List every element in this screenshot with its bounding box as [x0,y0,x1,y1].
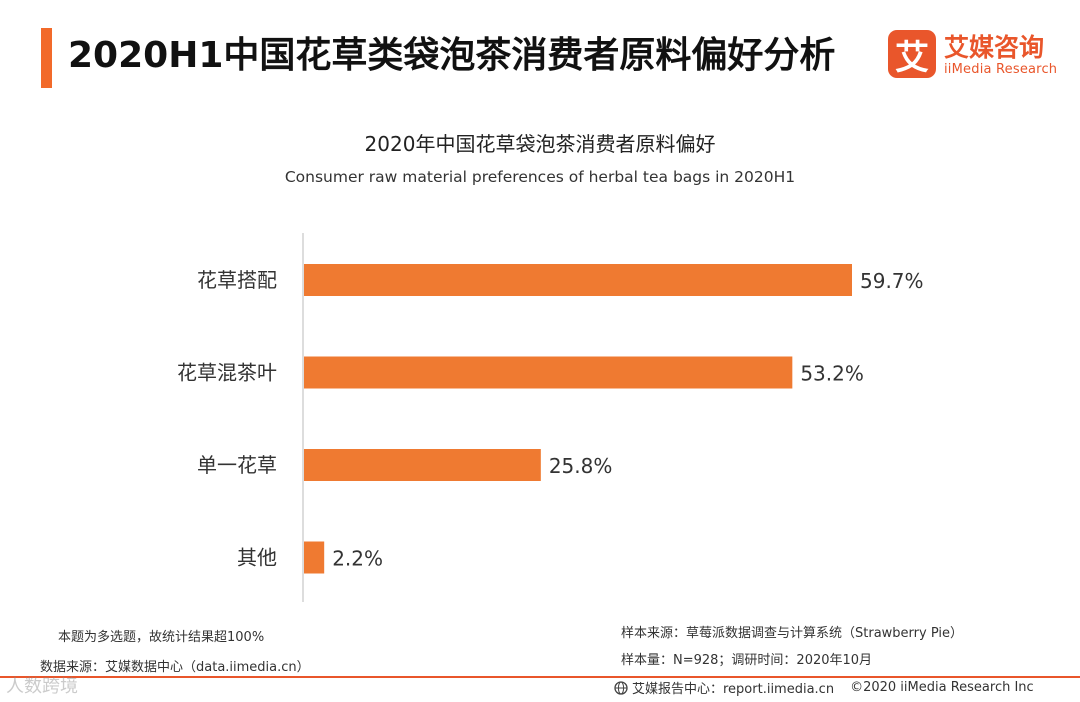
copyright: ©2020 iiMedia Research Inc [850,680,1034,695]
category-label-2: 单一花草 [197,453,277,477]
value-label-3: 2.2% [332,547,383,571]
watermark: 人数跨境 [6,676,78,697]
footer-divider [0,676,1080,678]
footer: 艾媒报告中心：report.iimedia.cn ©2020 iiMedia R… [614,678,1034,697]
value-label-1: 53.2% [800,362,864,386]
title-accent-bar [41,28,52,88]
category-label-0: 花草搭配 [197,268,277,292]
bar-1 [304,356,793,389]
report-center-link[interactable]: 艾媒报告中心：report.iimedia.cn [632,682,835,697]
bar-0 [304,264,852,296]
data-source-note: 数据来源：艾媒数据中心（data.iimedia.cn） [40,660,310,675]
sample-source-note: 样本来源：草莓派数据调查与计算系统（Strawberry Pie） [621,626,963,641]
logo-chinese-name: 艾媒咨询 [944,33,1045,62]
bar-3 [304,541,325,574]
chart-title: 2020年中国花草袋泡茶消费者原料偏好 [364,132,716,156]
sample-size-note: 样本量：N=928；调研时间：2020年10月 [621,653,873,668]
bar-2 [304,449,541,481]
value-label-0: 59.7% [860,269,924,293]
page-title: 2020H1中国花草类袋泡茶消费者原料偏好分析 [68,35,836,76]
category-label-3: 其他 [237,546,277,570]
logo-mark-icon: 艾 [888,30,936,78]
globe-icon [614,680,628,695]
chart-subtitle: Consumer raw material preferences of her… [284,168,796,186]
value-label-2: 25.8% [549,454,613,478]
bars-group: 花草搭配 59.7% 花草混茶叶 53.2% 单一花草 25.8% 其他 2.2% [177,264,924,574]
category-label-1: 花草混茶叶 [177,361,277,385]
brand-logo[interactable]: 艾 艾媒咨询 iiMedia Research [888,30,1060,82]
logo-english-name: iiMedia Research [944,62,1058,77]
multi-select-note: 本题为多选题，故统计结果超100% [58,630,265,645]
